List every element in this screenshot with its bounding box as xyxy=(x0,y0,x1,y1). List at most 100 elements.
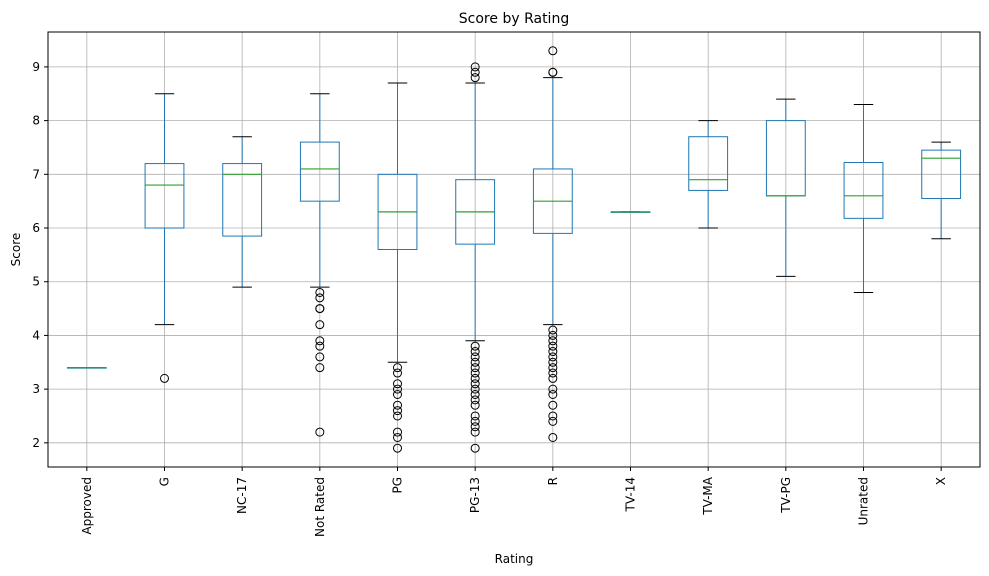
outlier-point xyxy=(393,368,402,378)
box-tv-ma xyxy=(688,120,729,229)
iqr-box xyxy=(843,162,884,219)
outlier-point xyxy=(548,400,558,410)
x-tick-label: PG xyxy=(391,477,405,494)
box-not-rated xyxy=(299,93,340,437)
x-tick-label: Approved xyxy=(80,477,94,535)
outlier-point xyxy=(393,432,402,442)
outlier-point xyxy=(315,352,325,362)
iqr-box xyxy=(144,163,185,229)
outlier-point xyxy=(548,411,558,421)
outlier-point xyxy=(393,400,402,410)
outlier-point xyxy=(470,400,480,410)
outlier-point xyxy=(315,304,325,314)
iqr-box xyxy=(222,163,263,237)
box-pg-13 xyxy=(455,62,496,453)
box-approved xyxy=(66,367,107,369)
outlier-point xyxy=(548,357,558,367)
y-tick-label: 9 xyxy=(32,60,40,74)
outlier-point xyxy=(548,330,558,340)
outlier-point xyxy=(393,379,402,389)
y-tick-label: 4 xyxy=(32,328,40,342)
box-x xyxy=(921,141,962,240)
outlier-point xyxy=(393,427,402,437)
outlier-point xyxy=(315,287,325,297)
outlier-point xyxy=(470,357,480,367)
outlier-point xyxy=(470,62,480,72)
x-tick-label: NC-17 xyxy=(235,477,249,514)
outlier-point xyxy=(548,341,558,351)
outlier-point xyxy=(470,363,480,373)
x-tick-label: Not Rated xyxy=(313,477,327,537)
x-tick-label: X xyxy=(934,477,948,485)
x-tick-label: PG-13 xyxy=(468,477,482,513)
outlier-point xyxy=(393,363,402,373)
outlier-point xyxy=(470,352,480,362)
outlier-point xyxy=(470,379,480,389)
outlier-point xyxy=(393,390,402,399)
y-tick-label: 7 xyxy=(32,167,40,181)
outlier-point xyxy=(315,320,325,330)
outlier-point xyxy=(315,341,325,351)
outlier-point xyxy=(548,390,558,399)
y-tick-label: 3 xyxy=(32,382,40,396)
x-axis-label: Rating xyxy=(495,552,534,566)
outlier-point xyxy=(315,336,325,346)
x-axis-ticks: Approved G NC-17 Not Rated PG PG-13 R TV-14 TV-M… xyxy=(80,467,948,537)
y-tick-label: 6 xyxy=(32,221,40,235)
box-g xyxy=(144,93,185,383)
outlier-point xyxy=(393,411,402,421)
outlier-point xyxy=(470,384,480,394)
outlier-point xyxy=(548,416,558,426)
box-r xyxy=(532,46,573,442)
box-unrated xyxy=(843,104,884,293)
grid-lines xyxy=(48,32,980,467)
x-tick-label: R xyxy=(546,477,560,485)
outlier-point xyxy=(393,443,402,453)
outlier-point xyxy=(470,443,480,453)
outlier-point xyxy=(470,390,480,399)
outlier-point xyxy=(470,67,480,77)
iqr-box xyxy=(921,149,962,199)
outlier-point xyxy=(315,363,325,373)
y-tick-label: 2 xyxy=(32,436,40,450)
outlier-point xyxy=(470,347,480,357)
iqr-box xyxy=(688,136,729,191)
outlier-point xyxy=(315,427,325,437)
outlier-point xyxy=(548,363,558,373)
outlier-point xyxy=(470,416,480,426)
outlier-point xyxy=(548,336,558,346)
outlier-point xyxy=(548,347,558,357)
outlier-point xyxy=(548,368,558,378)
outlier-point xyxy=(548,325,558,335)
outlier-point xyxy=(315,293,325,303)
box-series xyxy=(66,46,962,453)
outlier-point xyxy=(393,406,402,416)
x-tick-label: TV-MA xyxy=(701,476,715,516)
box-tv-pg xyxy=(765,98,806,277)
outlier-point xyxy=(470,341,480,351)
outlier-point xyxy=(548,432,558,442)
outlier-point xyxy=(548,384,558,394)
outlier-point xyxy=(393,384,402,394)
y-axis-label: Score xyxy=(9,233,23,267)
outlier-point xyxy=(160,373,169,383)
outlier-point xyxy=(470,395,480,405)
x-tick-label: G xyxy=(158,477,172,486)
outlier-point xyxy=(470,427,480,437)
outlier-point xyxy=(470,411,480,421)
outlier-point xyxy=(470,422,480,432)
box-nc-17 xyxy=(222,136,263,288)
chart-title: Score by Rating xyxy=(459,11,569,27)
x-tick-label: TV-PG xyxy=(779,477,793,514)
outlier-point xyxy=(470,368,480,378)
outlier-point xyxy=(548,373,558,383)
y-axis-ticks: 2 3 4 5 6 7 8 9 xyxy=(32,60,48,450)
y-tick-label: 8 xyxy=(32,114,40,128)
iqr-box xyxy=(299,141,340,202)
y-tick-label: 5 xyxy=(32,275,40,289)
plot-frame xyxy=(47,31,981,468)
box-pg xyxy=(377,82,418,453)
x-tick-label: TV-14 xyxy=(624,477,638,512)
